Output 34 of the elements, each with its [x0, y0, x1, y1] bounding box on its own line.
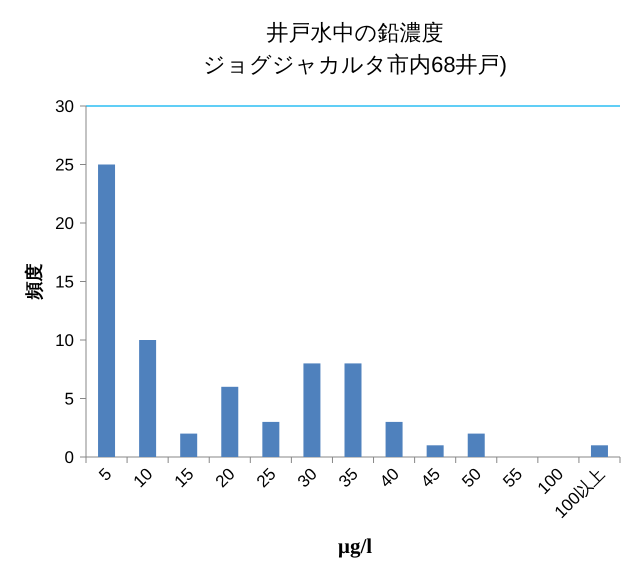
x-tick-label: 50: [458, 464, 486, 492]
y-tick-label: 10: [55, 331, 74, 350]
y-tick-label: 30: [55, 97, 74, 116]
x-tick-label: 10: [130, 464, 156, 492]
x-tick-label: 45: [417, 464, 444, 492]
bar: [221, 386, 238, 457]
y-axis-title: 頻度: [24, 264, 44, 300]
x-tick-label: 55: [499, 464, 526, 492]
bar: [303, 363, 320, 457]
chart-subtitle: ジョグジャカルタ市内68井戸): [203, 52, 507, 77]
bar: [386, 422, 403, 457]
x-axis-title: µg/l: [338, 534, 372, 558]
y-tick-label: 0: [64, 448, 74, 467]
x-tick-label: 20: [212, 464, 239, 492]
y-tick-label: 5: [64, 390, 74, 408]
bar: [180, 434, 198, 457]
x-tick-label: 5: [95, 464, 116, 485]
y-tick-label: 25: [55, 156, 74, 174]
x-tick-label: 25: [252, 464, 280, 492]
bar: [139, 340, 156, 457]
x-tick-label: 30: [294, 464, 321, 492]
x-tick-label: 35: [335, 464, 362, 492]
x-tick-label: 100: [534, 464, 568, 498]
bar: [262, 422, 280, 457]
bar: [344, 363, 362, 457]
chart-title: 井戸水中の鉛濃度: [266, 20, 444, 45]
bar: [426, 445, 444, 457]
x-tick-label: 15: [170, 464, 198, 492]
y-tick-label: 20: [55, 214, 74, 233]
bar: [468, 434, 485, 457]
bar: [590, 445, 608, 457]
bar: [98, 164, 116, 457]
x-tick-label: 40: [376, 464, 403, 492]
y-tick-label: 15: [55, 272, 74, 292]
